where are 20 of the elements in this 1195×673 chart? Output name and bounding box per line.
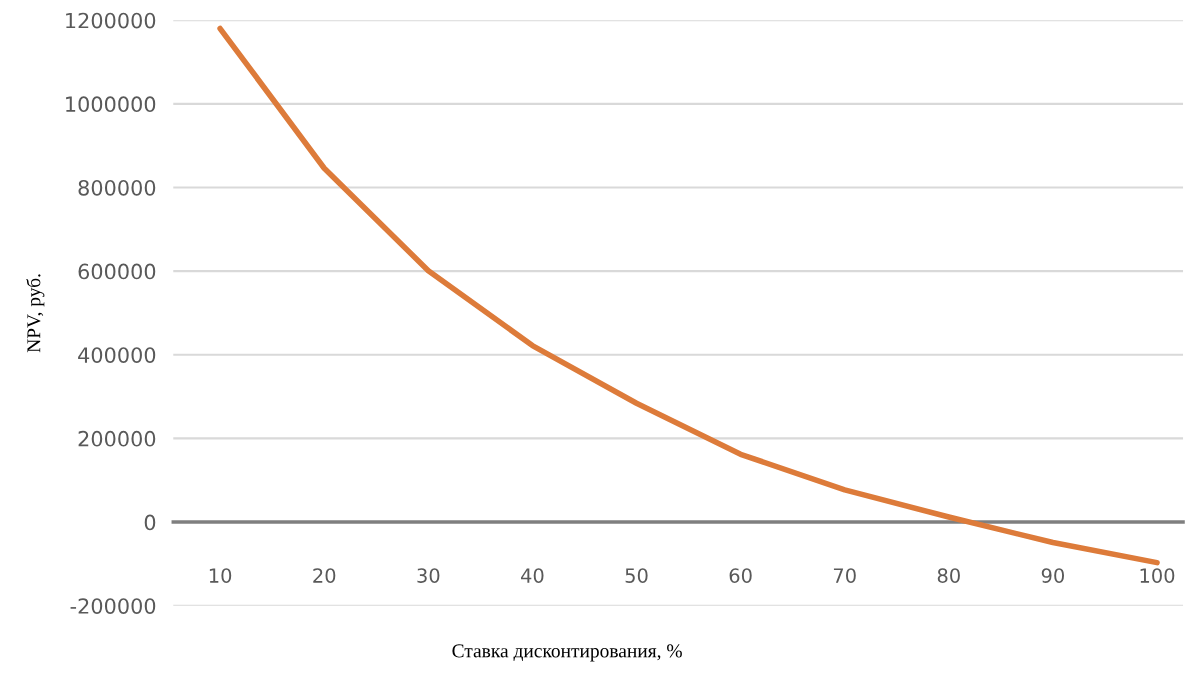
x-tick-label: 60: [729, 568, 752, 583]
x-axis-title: Ставка дисконтирования, %: [452, 644, 682, 662]
x-tick-label: 50: [625, 568, 648, 583]
y-tick-label: -200000: [70, 598, 156, 614]
x-tick-label: 20: [313, 568, 336, 583]
x-tick-label: 90: [1041, 568, 1064, 583]
y-tick-label: 600000: [78, 263, 156, 280]
x-tick-label: 10: [209, 568, 232, 583]
x-tick-label: 70: [833, 568, 856, 583]
y-tick-label: 0: [144, 514, 156, 531]
y-axis-title: NPV, руб.: [26, 274, 45, 353]
y-tick-label: 400000: [78, 347, 156, 363]
y-tick-label: 200000: [78, 430, 156, 447]
y-tick-label: 1000000: [66, 96, 156, 113]
x-tick-label: 80: [937, 568, 960, 583]
x-tick-label: 40: [521, 568, 544, 583]
x-tick-label: 30: [417, 568, 440, 583]
y-tick-label: 1200000: [66, 12, 156, 29]
x-tick-label: 100: [1140, 568, 1175, 583]
y-tick-label: 800000: [78, 179, 156, 196]
